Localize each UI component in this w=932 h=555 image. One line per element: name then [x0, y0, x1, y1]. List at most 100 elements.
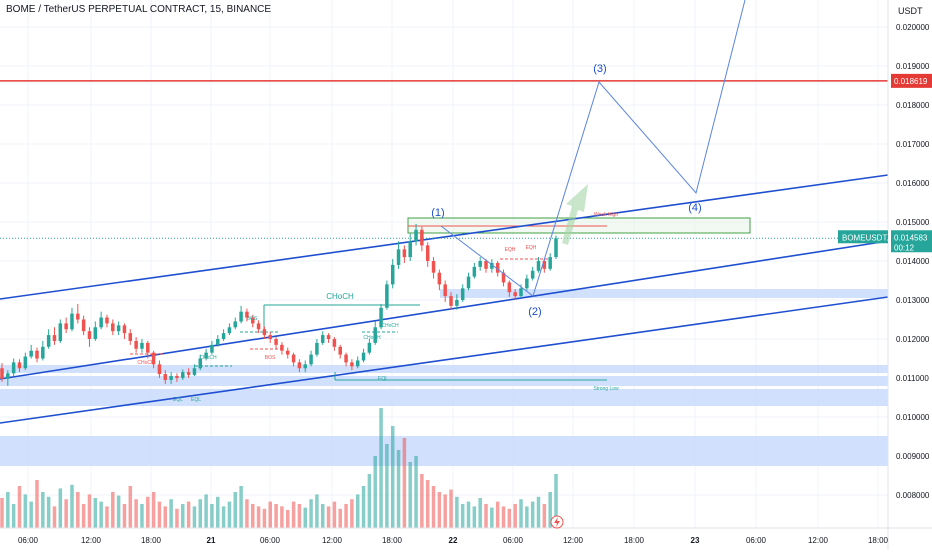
volume-bar: [268, 501, 273, 528]
x-tick-label: 23: [691, 536, 700, 545]
x-tick-label: 06:00: [503, 536, 524, 545]
red-level-tag: [891, 73, 932, 88]
candle-body: [495, 262, 500, 273]
volume-bar: [472, 506, 477, 528]
x-tick-label: 12:00: [81, 536, 102, 545]
volume-bar: [192, 506, 197, 528]
annotation-eqh1: EQH: [505, 247, 516, 253]
volume-bar: [326, 506, 331, 528]
candle-body: [175, 376, 179, 378]
candle-body: [554, 238, 558, 258]
projection-arrow: [562, 184, 588, 245]
demand-zone-1: [0, 365, 888, 373]
candle-body: [455, 300, 459, 306]
candle-body: [256, 323, 261, 330]
volume-bar: [320, 504, 325, 528]
volume-bar: [186, 501, 191, 528]
volume-bar: [6, 492, 10, 528]
annotation-choch4: CHoCH: [363, 335, 381, 341]
x-tick-label: 18:00: [141, 536, 162, 545]
volume-bar: [525, 506, 529, 528]
candle-body: [23, 356, 28, 369]
volume-bar: [128, 486, 133, 528]
volume-bar: [460, 504, 465, 528]
volume-bar: [285, 510, 290, 528]
annotation-choch1: CHoCH: [199, 355, 217, 361]
volume-bar: [11, 504, 16, 528]
y-tick-label: 0.017000: [896, 140, 930, 149]
candle-body: [373, 327, 377, 343]
y-tick-label: 0.013000: [896, 296, 930, 305]
volume-bar: [315, 494, 319, 528]
candle-body: [11, 362, 16, 374]
candle-body: [157, 364, 162, 375]
y-tick-label: 0.012000: [896, 335, 930, 344]
x-tick-label: 06:00: [260, 536, 281, 545]
candle-body: [186, 372, 191, 375]
volume-bar: [344, 504, 348, 528]
candle-body: [87, 331, 92, 339]
volume-bar: [542, 504, 547, 528]
candle-body: [332, 339, 337, 347]
candle-body: [425, 245, 430, 261]
x-tick-label: 21: [207, 536, 216, 545]
candle-body: [326, 335, 331, 339]
annotation-wave4: (4): [688, 202, 701, 214]
candle-body: [379, 307, 383, 328]
candle-body: [431, 261, 436, 273]
candle-body: [530, 270, 535, 279]
wave-projection: [440, 0, 746, 297]
volume-bar: [157, 501, 162, 528]
currency-label: USDT: [898, 6, 923, 16]
candle-body: [472, 266, 477, 277]
volume-bar: [536, 496, 541, 528]
x-tick-label: 12:00: [563, 536, 584, 545]
candle-body: [414, 229, 418, 242]
candle-body: [245, 311, 249, 318]
candle-body: [274, 339, 278, 345]
volume-bar: [87, 494, 92, 528]
volume-bar: [181, 504, 185, 528]
candle-body: [466, 276, 471, 289]
volume-bar: [29, 501, 33, 528]
volume-bar: [221, 506, 226, 528]
volume-bar: [81, 504, 86, 528]
annotation-wave1: (1): [431, 207, 444, 219]
candle-body: [227, 327, 232, 334]
volume-bar: [245, 499, 249, 528]
candle-body: [0, 368, 4, 379]
volume-bar: [146, 496, 150, 528]
volume-bar: [361, 486, 366, 528]
candle-body: [262, 329, 267, 336]
volume-bar: [175, 508, 179, 528]
volume-bar: [99, 501, 103, 528]
volume-bar: [64, 499, 68, 528]
y-tick-label: 0.009000: [896, 452, 930, 461]
candle-body: [6, 373, 10, 379]
candle-body: [204, 352, 208, 359]
y-tick-label: 0.010000: [896, 413, 930, 422]
annotation-strong_low: Strong Low: [593, 386, 619, 392]
volume-bar: [262, 508, 267, 528]
x-tick-label: 06:00: [18, 536, 39, 545]
y-tick-label: 0.011000: [896, 374, 929, 383]
candle-body: [367, 342, 372, 353]
volume-bar: [17, 486, 22, 528]
volume-bar: [35, 480, 39, 528]
y-tick-label: 0.018000: [896, 101, 930, 110]
candle-body: [128, 333, 133, 341]
candle-body: [320, 335, 325, 343]
candle-body: [169, 376, 173, 380]
candle-body: [221, 333, 226, 339]
candle-body: [490, 262, 494, 269]
annotation-choch_big: CHoCH: [326, 292, 354, 301]
volume-bar: [350, 499, 354, 528]
volume-bar: [198, 499, 203, 528]
candle-body: [280, 344, 284, 351]
channel-line-1: [0, 240, 889, 380]
volume-bar: [41, 492, 45, 528]
volume-bar: [93, 498, 98, 528]
volume-bar: [338, 508, 342, 528]
demand-zone-4: [0, 436, 888, 466]
